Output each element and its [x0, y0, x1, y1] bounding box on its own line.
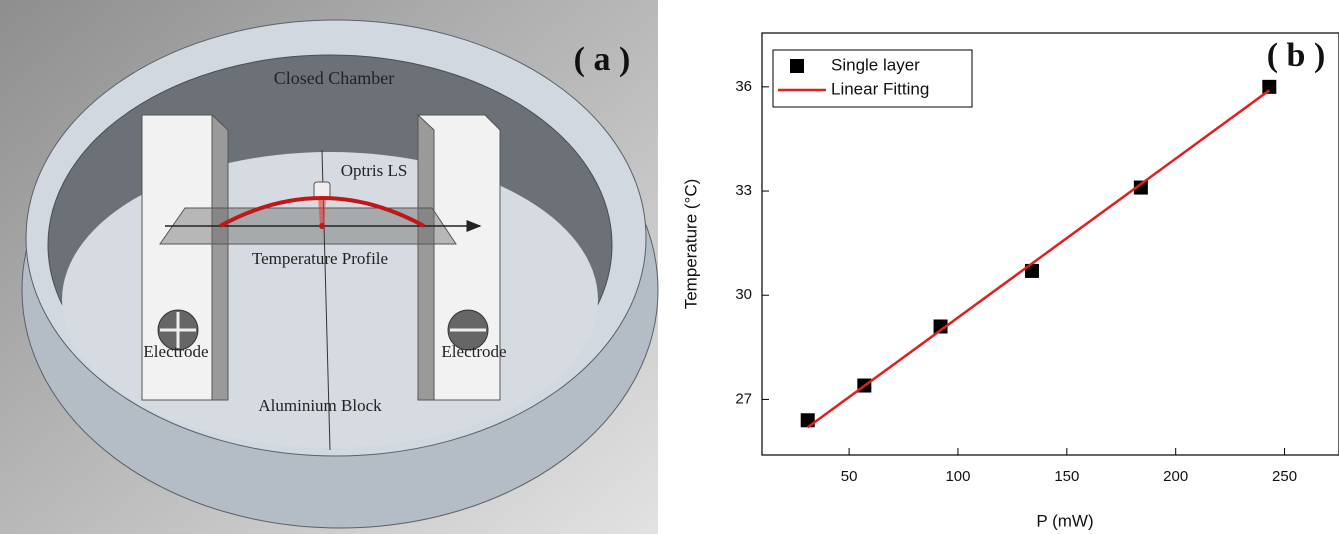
- electrode-side: [417, 113, 435, 401]
- legend-marker: [790, 59, 804, 73]
- plot-frame: [761, 32, 1339, 456]
- laser-cone: [318, 198, 326, 226]
- diagram: Closed Chamber Optris LS Temperature Pro…: [0, 0, 659, 534]
- sensor: [313, 181, 331, 199]
- electrode-label: Electrode: [441, 342, 506, 361]
- x-tick-label: 250: [1272, 468, 1297, 485]
- electrode-side: [211, 113, 229, 401]
- y-tick-label: 33: [735, 182, 752, 199]
- legend-box: [772, 49, 973, 108]
- y-tick-label: 36: [735, 78, 752, 95]
- y-tick-label: 30: [735, 286, 752, 303]
- legend-label: Linear Fitting: [831, 79, 929, 98]
- center-point: [319, 223, 325, 229]
- block-label: Aluminium Block: [258, 396, 382, 415]
- x-tick-label: 200: [1163, 468, 1188, 485]
- y-tick-label: 27: [735, 390, 752, 407]
- data-point: [1133, 180, 1148, 195]
- legend-label: Single layer: [831, 55, 920, 74]
- y-axis-label: Temperature (°C): [681, 179, 700, 310]
- x-tick-label: 50: [841, 468, 858, 485]
- x-tick-label: 100: [945, 468, 970, 485]
- fit-line: [806, 89, 1271, 429]
- panel-label: ( b ): [1267, 37, 1326, 74]
- chart: ( b ) P (mW) Temperature (°C) 50 100 150 20…: [681, 32, 1339, 530]
- temperature-arc: [219, 196, 425, 228]
- data-point: [1262, 79, 1277, 94]
- panel-label: ( a ): [574, 41, 631, 78]
- data-point: [933, 319, 948, 334]
- sensor-label: Optris LS: [341, 161, 408, 180]
- profile-label: Temperature Profile: [252, 249, 388, 268]
- screw-slot: [160, 312, 196, 348]
- x-axis-label: P (mW): [1036, 511, 1093, 530]
- electrode-label: Electrode: [143, 342, 208, 361]
- chamber-label: Closed Chamber: [274, 68, 394, 88]
- x-tick-label: 150: [1054, 468, 1079, 485]
